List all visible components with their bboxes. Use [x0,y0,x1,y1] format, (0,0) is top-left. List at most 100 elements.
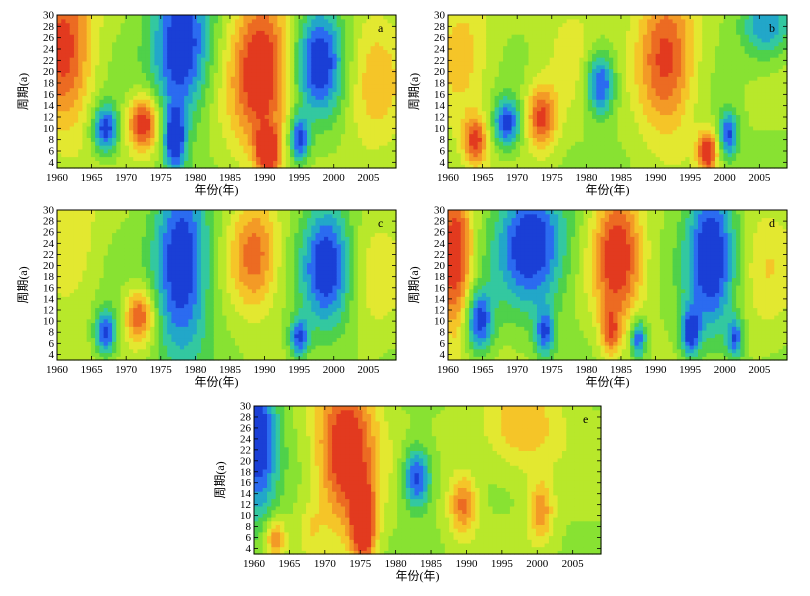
x-axis-label: 年份(年) [195,183,239,197]
y-tick-label: 12 [434,112,445,124]
y-tick-label: 16 [43,89,55,101]
y-tick-label: 22 [43,249,54,261]
x-tick-label: 2005 [562,558,585,570]
x-tick-label: 1990 [645,364,668,376]
x-tick-label: 2005 [357,364,380,376]
y-tick-label: 8 [440,134,446,146]
y-tick-label: 30 [434,10,446,22]
y-tick-label: 18 [43,271,55,283]
x-tick-label: 2005 [748,364,771,376]
y-tick-label: 14 [43,100,55,112]
x-tick-label: 1995 [288,364,311,376]
x-tick-label: 1980 [575,172,598,184]
x-tick-label: 1985 [420,558,443,570]
x-tick-label: 1975 [541,172,564,184]
y-tick-label: 16 [43,282,55,294]
y-tick-label: 6 [246,532,252,544]
x-tick-label: 2005 [748,172,771,184]
y-tick-label: 20 [434,66,446,78]
panel-letter: c [378,216,383,230]
y-tick-label: 12 [240,499,251,511]
y-axis-label: 周期(a) [16,266,30,303]
y-tick-label: 10 [43,316,55,328]
y-tick-label: 4 [440,157,446,169]
y-tick-label: 22 [434,249,445,261]
y-tick-label: 10 [240,510,252,522]
y-tick-label: 28 [43,21,55,33]
y-tick-label: 12 [43,112,54,124]
y-tick-label: 20 [43,260,55,272]
x-tick-label: 1975 [150,172,173,184]
y-tick-label: 30 [240,401,252,413]
x-tick-label: 1970 [506,172,529,184]
x-tick-label: 1965 [81,364,104,376]
y-tick-label: 6 [440,338,446,350]
y-tick-label: 28 [434,216,446,228]
y-tick-label: 20 [434,260,446,272]
y-tick-label: 18 [434,271,446,283]
y-tick-label: 4 [440,349,446,361]
y-tick-label: 16 [434,282,446,294]
y-tick-label: 28 [434,21,446,33]
panel-letter: e [583,412,588,426]
y-tick-label: 8 [49,134,55,146]
y-tick-label: 6 [49,338,55,350]
plot-frame [447,209,788,361]
x-tick-label: 1995 [679,172,702,184]
x-tick-label: 1960 [437,364,460,376]
x-tick-label: 1985 [219,172,242,184]
wavelet-field-e [254,406,602,555]
x-tick-label: 2000 [714,172,737,184]
y-tick-label: 10 [434,316,446,328]
x-tick-label: 1965 [81,172,104,184]
y-tick-label: 26 [434,32,446,44]
x-axis-label: 年份(年) [586,183,630,197]
y-tick-label: 14 [240,488,252,500]
y-tick-label: 20 [43,66,55,78]
y-tick-label: 26 [240,422,252,434]
y-tick-label: 28 [43,216,55,228]
y-axis-label: 周期(a) [213,461,227,498]
y-tick-label: 4 [49,157,55,169]
y-tick-label: 24 [240,433,252,445]
y-tick-label: 16 [240,477,252,489]
y-tick-label: 28 [240,411,252,423]
x-tick-label: 1980 [184,172,207,184]
x-tick-label: 1980 [385,558,408,570]
y-tick-label: 16 [434,89,446,101]
y-tick-label: 4 [246,543,252,555]
plot-frame [447,14,788,169]
x-tick-label: 1960 [46,364,69,376]
y-tick-label: 6 [440,146,446,158]
x-tick-label: 1970 [115,364,138,376]
wavelet-field-a [57,15,397,169]
y-tick-label: 18 [43,78,55,90]
y-tick-label: 30 [434,205,446,217]
x-tick-label: 1995 [679,364,702,376]
x-tick-label: 1975 [541,364,564,376]
y-tick-label: 14 [434,100,446,112]
y-tick-label: 24 [434,44,446,56]
panel-letter: d [769,216,775,230]
x-tick-label: 1990 [645,172,668,184]
x-tick-label: 1970 [115,172,138,184]
y-axis-label: 周期(a) [407,266,421,303]
x-tick-label: 1960 [243,558,266,570]
y-tick-label: 8 [440,327,446,339]
x-tick-label: 1970 [314,558,337,570]
x-tick-label: 1975 [349,558,372,570]
y-tick-label: 10 [43,123,55,135]
y-tick-label: 24 [43,44,55,56]
x-tick-label: 1980 [184,364,207,376]
wavelet-field-b [448,15,788,169]
y-tick-label: 18 [434,78,446,90]
plot-frame [56,209,397,361]
wavelet-field-c [57,210,397,361]
y-tick-label: 6 [49,146,55,158]
x-tick-label: 1985 [610,364,633,376]
